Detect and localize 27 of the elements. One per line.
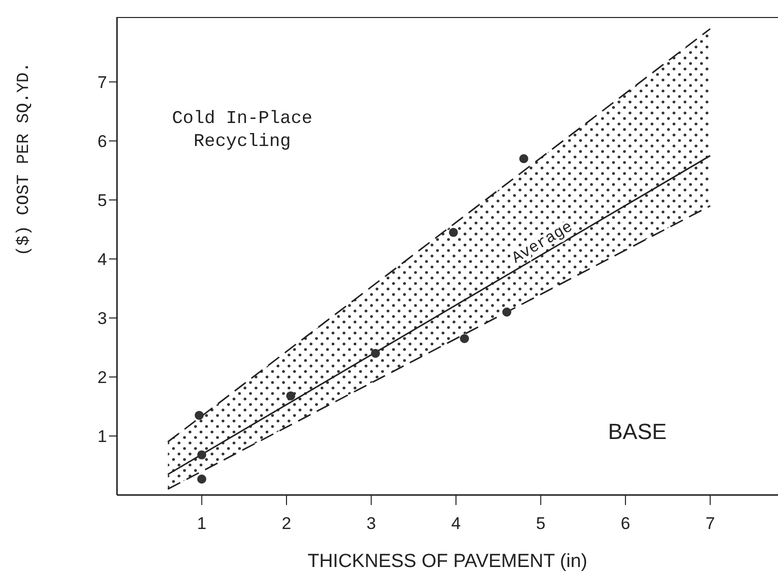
annotation: BASE	[608, 418, 667, 446]
point	[460, 334, 469, 344]
point	[519, 154, 528, 164]
point	[197, 474, 206, 484]
y-axis-title: ($) COST PER SQ.YD.	[15, 62, 34, 256]
point	[448, 228, 458, 237]
x-axis-title: THICKNESS OF PAVEMENT (in)	[308, 551, 588, 572]
point	[370, 348, 380, 358]
x-tick-label: 5	[536, 514, 546, 534]
x-tick-label: 3	[366, 514, 376, 534]
y-tick-label: 3	[98, 309, 107, 328]
y-tick-label: 5	[98, 190, 107, 210]
x-tick-label: 7	[705, 514, 715, 534]
x-tick-label: 2	[282, 514, 292, 534]
point	[194, 410, 204, 420]
x-tick-label: 6	[620, 514, 630, 534]
point	[502, 308, 512, 317]
point	[286, 391, 296, 400]
y-tick-label: 1	[98, 427, 107, 446]
annotation: Cold In-Place Recycling	[172, 108, 312, 154]
y-tick-label: 2	[98, 368, 107, 388]
y-tick-label: 4	[98, 250, 107, 269]
x-tick-label: 4	[451, 514, 461, 534]
point	[197, 450, 206, 460]
x-tick-label: 1	[197, 514, 206, 534]
y-tick-label: 7	[98, 72, 107, 92]
y-tick-label: 6	[98, 132, 107, 151]
